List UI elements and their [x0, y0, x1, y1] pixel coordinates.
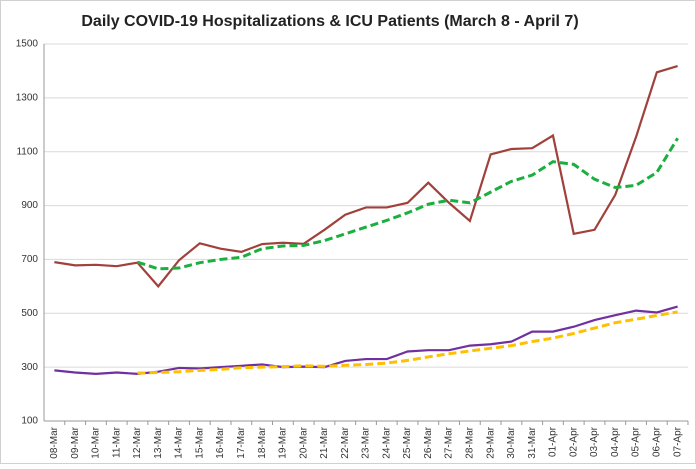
x-tick-label: 20-Mar	[298, 426, 309, 458]
y-tick-label: 1300	[16, 92, 39, 103]
x-tick-label: 30-Mar	[506, 426, 517, 458]
y-tick-label: 500	[21, 308, 38, 319]
x-tick-label: 18-Mar	[257, 426, 268, 458]
series-line	[54, 65, 678, 289]
x-tick-label: 09-Mar	[70, 426, 81, 458]
y-tick-label: 300	[21, 362, 38, 373]
x-tick-label: 05-Apr	[631, 426, 642, 457]
x-tick-label: 06-Apr	[651, 426, 662, 457]
x-tick-label: 16-Mar	[215, 426, 226, 458]
x-tick-label: 27-Mar	[444, 426, 455, 458]
x-tick-label: 07-Apr	[672, 426, 683, 457]
x-tick-label: 11-Mar	[111, 426, 122, 458]
chart-title: Daily COVID-19 Hospitalizations & ICU Pa…	[81, 13, 578, 30]
x-tick-label: 21-Mar	[319, 426, 330, 458]
y-tick-label: 1100	[16, 146, 38, 157]
y-tick-label: 1500	[16, 39, 39, 50]
series-line	[137, 137, 679, 271]
x-tick-label: 19-Mar	[278, 426, 289, 458]
x-tick-label: 15-Mar	[194, 426, 205, 458]
x-tick-label: 10-Mar	[91, 426, 102, 458]
x-tick-label: 02-Apr	[568, 426, 579, 457]
y-tick-label: 100	[21, 416, 38, 427]
x-tick-label: 22-Mar	[340, 426, 351, 458]
series-line	[54, 305, 678, 375]
x-tick-label: 24-Mar	[381, 426, 392, 458]
x-tick-label: 26-Mar	[423, 426, 434, 458]
x-tick-label: 04-Apr	[610, 426, 621, 457]
x-tick-label: 08-Mar	[49, 426, 60, 458]
x-tick-label: 01-Apr	[548, 426, 559, 457]
series-line	[137, 310, 678, 375]
y-tick-label: 700	[21, 254, 38, 265]
x-tick-label: 17-Mar	[236, 426, 247, 458]
x-tick-label: 29-Mar	[485, 426, 496, 458]
x-tick-label: 23-Mar	[361, 426, 372, 458]
x-tick-label: 13-Mar	[153, 426, 164, 458]
x-tick-label: 25-Mar	[402, 426, 413, 458]
x-tick-label: 28-Mar	[465, 426, 476, 458]
x-tick-label: 31-Mar	[527, 426, 538, 458]
x-tick-label: 12-Mar	[132, 426, 143, 458]
x-tick-label: 14-Mar	[174, 426, 185, 458]
y-tick-label: 900	[21, 200, 38, 211]
x-tick-label: 03-Apr	[589, 426, 600, 457]
